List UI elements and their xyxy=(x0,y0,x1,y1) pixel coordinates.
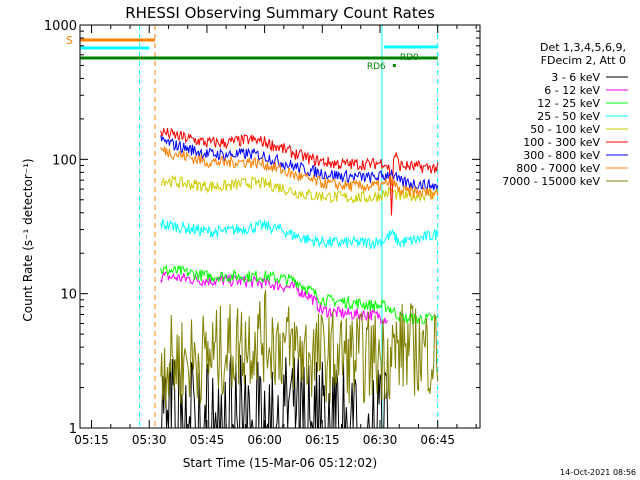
series-line-1 xyxy=(160,271,389,325)
y-tick-label-1: 10 xyxy=(60,288,77,303)
x-tick-label-2: 05:45 xyxy=(190,433,225,447)
legend-label-4: 50 - 100 keV xyxy=(530,123,600,136)
series-line-5 xyxy=(160,127,439,216)
axis-ticks: 05:15 05:30 05:45 06:00 06:15 06:30 06:45 1 10 10… xyxy=(44,19,480,447)
legend-label-8: 7000 - 15000 keV xyxy=(502,175,600,188)
series-line-7 xyxy=(160,146,439,200)
x-tick-label-3: 06:00 xyxy=(247,433,282,447)
legend-label-7: 800 - 7000 keV xyxy=(516,162,600,175)
x-tick-label-5: 06:30 xyxy=(363,433,398,447)
legend-header-line-2: FDecim 2, Att 0 xyxy=(541,54,626,67)
legend-label-1: 6 - 12 keV xyxy=(544,84,600,97)
s-label: S xyxy=(66,34,73,47)
x-axis-label: Start Time (15-Mar-06 05:12:02) xyxy=(183,456,377,470)
x-tick-label-4: 06:15 xyxy=(305,433,340,447)
chart-title: RHESSI Observing Summary Count Rates xyxy=(125,4,435,22)
legend-label-0: 3 - 6 keV xyxy=(551,71,600,84)
legend-header-line-1: Det 1,3,4,5,6,9, xyxy=(540,41,626,54)
legend-label-3: 25 - 50 keV xyxy=(537,110,600,123)
legend-label-6: 300 - 800 keV xyxy=(523,149,600,162)
y-tick-label-3: 1000 xyxy=(44,19,77,34)
y-axis-label: Count Rate (s⁻¹ detector⁻¹) xyxy=(21,158,35,321)
attenuator-bars xyxy=(80,38,438,67)
plot-frame xyxy=(79,24,481,429)
rd6-label: RD6 xyxy=(367,62,386,72)
x-tick-label-1: 05:30 xyxy=(132,433,167,447)
series-line-8 xyxy=(160,289,439,409)
footer-date: 14-Oct-2021 08:56 xyxy=(560,468,636,477)
x-tick-label-6: 06:45 xyxy=(420,433,455,447)
y-tick-label-2: 100 xyxy=(52,153,77,168)
legend-label-2: 12 - 25 keV xyxy=(537,97,600,110)
rd6-marker xyxy=(392,64,396,67)
legend-label-5: 100 - 300 keV xyxy=(523,136,600,149)
rd0-label: RD0 xyxy=(400,53,419,63)
series-line-4 xyxy=(160,174,439,205)
series-line-2 xyxy=(160,264,439,326)
x-tick-label-0: 05:15 xyxy=(74,433,109,447)
legend: Det 1,3,4,5,6,9, FDecim 2, Att 0 3 - 6 k… xyxy=(502,41,628,188)
series-line-3 xyxy=(160,217,439,250)
y-tick-label-0: 1 xyxy=(69,422,77,437)
